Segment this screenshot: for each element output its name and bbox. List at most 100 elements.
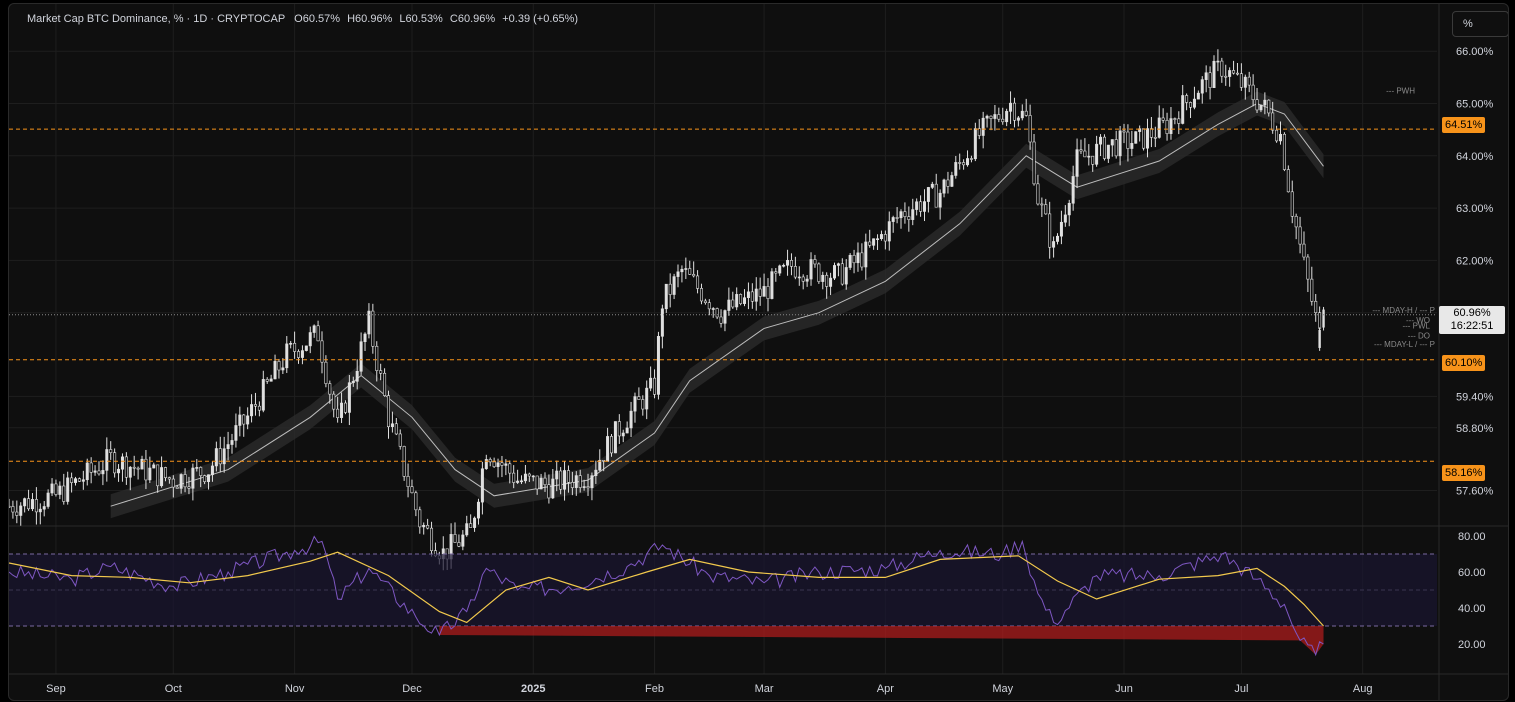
candle-body [465,523,469,536]
candle-body [1267,99,1271,114]
candle [590,472,594,501]
candle [316,320,320,342]
candle-body [958,162,962,164]
candle-body [1075,149,1079,177]
rsi-tick-label: 60.00 [1458,567,1486,579]
candle-body [1036,183,1040,205]
candle [62,473,66,505]
time-tick-label: Jun [1115,683,1133,695]
candle-body [152,464,156,469]
candle-body [1145,128,1149,149]
candle-body [872,238,876,246]
candle-body [81,479,85,482]
candle [34,487,38,525]
candle-body [1294,215,1298,228]
candle [1212,55,1216,88]
price-chart[interactable]: --- PWH --- MDAY-H / --- P--- WO--- PWL --… [9,4,1508,700]
candle-body [469,523,473,528]
candle-body [257,405,261,411]
low-value: 60.53% [405,13,443,25]
candle-body [762,286,766,297]
time-tick-label: Mar [755,683,774,695]
candle [109,441,113,460]
price-tick-label: 58.80% [1456,423,1494,435]
candle-body [1200,79,1204,94]
line-tag-pwh: --- PWH [1386,86,1415,95]
candle [1067,199,1071,227]
candle-body [954,162,958,176]
price-tick-label: 66.00% [1456,46,1494,58]
candle-body [758,288,762,297]
candle [1161,108,1165,124]
candle-body [500,462,504,466]
candle [1310,266,1314,306]
candle [633,392,637,423]
candle-body [876,238,880,240]
candle-body [684,268,688,270]
candle [1083,138,1087,158]
candle-body [856,252,860,264]
candle-body [508,463,512,474]
candle-body [1001,118,1005,123]
candle [253,392,257,416]
candle-body [430,527,434,551]
candle [629,401,633,438]
candle [1012,97,1016,128]
candle [516,469,520,484]
level-badge-low: 58.16% [1442,465,1486,481]
candle-body [633,396,637,412]
candle [234,413,238,448]
candle-body [238,414,242,426]
candle [848,253,852,270]
candle-body [786,260,790,266]
candle-body [1271,112,1275,131]
candle [1048,201,1052,259]
candle-body [903,211,907,217]
candle [809,252,813,286]
candle [668,273,672,308]
candle [969,155,973,163]
candle-body [621,432,625,437]
candle [1071,165,1075,211]
candle-body [1087,155,1091,158]
candle [692,261,696,278]
candle-body [210,465,214,476]
candle [58,481,62,500]
candle-body [1122,130,1126,133]
candle [406,463,410,498]
candle-body [809,259,813,280]
candle-body [1228,70,1232,77]
candle [398,429,402,450]
candle-body [383,372,387,396]
candle [770,268,774,300]
candle-body [218,448,222,465]
candle [163,466,167,482]
candle-body [1298,226,1302,245]
candle-body [1048,213,1052,248]
time-tick-label: May [992,683,1013,695]
candle [864,233,868,280]
candle [1173,117,1177,125]
candle [1267,99,1271,117]
candle-body [85,462,89,481]
candle-body [805,278,809,282]
line-tag-pwl: --- PWL [1402,321,1430,330]
candle [453,522,457,543]
candle-body [156,464,160,487]
candle-body [27,498,31,510]
candle [269,374,273,382]
candle [660,304,664,349]
percent-scale-button[interactable]: % [1452,11,1508,37]
candle-body [907,216,911,220]
candle-body [476,501,480,519]
candle-body [543,477,547,486]
candle [300,345,304,365]
candle-body [461,534,465,547]
candle-body [426,525,430,529]
candle-body [887,221,891,242]
candle [641,395,645,416]
candle-body [226,444,230,450]
symbol-title[interactable]: Market Cap BTC Dominance, % · 1D · CRYPT… [27,13,285,25]
candle [852,249,856,274]
candle [1185,93,1189,111]
